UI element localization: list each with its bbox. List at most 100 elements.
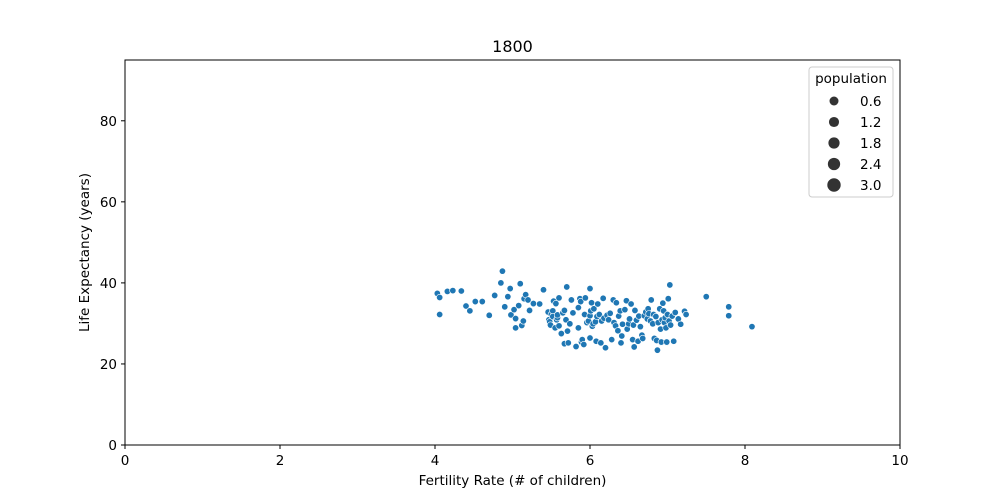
plot-frame bbox=[124, 59, 901, 446]
data-point bbox=[586, 334, 594, 342]
data-point bbox=[671, 308, 679, 316]
x-tick-label: 4 bbox=[431, 453, 440, 469]
data-point bbox=[462, 302, 470, 310]
data-point bbox=[512, 315, 520, 323]
data-point bbox=[577, 298, 585, 306]
data-point bbox=[586, 285, 594, 293]
data-point bbox=[539, 286, 547, 294]
data-point bbox=[498, 267, 506, 275]
data-point bbox=[574, 324, 582, 332]
y-axis-label: Life Expectancy (years) bbox=[77, 173, 93, 332]
legend-entry-label: 1.2 bbox=[860, 115, 881, 131]
data-point bbox=[618, 332, 626, 340]
data-points bbox=[433, 267, 756, 354]
data-point bbox=[471, 298, 479, 306]
data-point bbox=[516, 280, 524, 288]
x-tick-label: 0 bbox=[121, 453, 130, 469]
data-point bbox=[619, 320, 627, 328]
data-point bbox=[670, 337, 678, 345]
x-axis-ticks: 0 2 4 6 8 10 bbox=[121, 445, 909, 469]
data-point bbox=[594, 300, 602, 308]
data-point bbox=[702, 293, 710, 301]
data-point bbox=[567, 296, 575, 304]
data-point bbox=[631, 306, 639, 314]
data-point bbox=[597, 339, 605, 347]
data-point bbox=[564, 327, 572, 335]
data-point bbox=[569, 309, 577, 317]
data-point bbox=[478, 298, 486, 306]
data-point bbox=[552, 300, 560, 308]
data-point bbox=[621, 306, 629, 314]
data-point bbox=[536, 300, 544, 308]
data-point bbox=[629, 321, 637, 329]
data-point bbox=[627, 300, 635, 308]
data-point bbox=[436, 311, 444, 319]
data-point bbox=[601, 344, 609, 352]
data-point bbox=[555, 294, 563, 302]
data-point bbox=[510, 306, 518, 314]
data-point bbox=[590, 305, 598, 313]
data-point bbox=[667, 321, 675, 329]
data-point bbox=[666, 281, 674, 289]
data-point bbox=[663, 338, 671, 346]
data-point bbox=[506, 285, 514, 293]
legend-marker bbox=[829, 96, 839, 106]
data-point bbox=[725, 312, 733, 320]
data-point bbox=[507, 311, 515, 319]
data-point bbox=[436, 293, 444, 301]
legend-entry-label: 0.6 bbox=[860, 94, 881, 110]
legend: population 0.6 1.2 1.8 2.4 3.0 bbox=[808, 66, 894, 198]
legend-entry-label: 3.0 bbox=[860, 178, 881, 194]
data-point bbox=[748, 323, 756, 331]
data-point bbox=[595, 311, 603, 319]
data-point bbox=[504, 293, 512, 301]
x-axis-label: Fertility Rate (# of children) bbox=[419, 473, 607, 489]
data-point bbox=[515, 302, 523, 310]
data-point bbox=[636, 323, 644, 331]
data-point bbox=[588, 299, 596, 307]
data-point bbox=[512, 324, 520, 332]
data-point bbox=[555, 322, 563, 330]
data-point bbox=[626, 315, 634, 323]
data-point bbox=[605, 316, 613, 324]
legend-entry-label: 1.8 bbox=[860, 136, 881, 152]
data-point bbox=[524, 296, 532, 304]
data-point bbox=[501, 303, 509, 311]
x-tick-label: 6 bbox=[586, 453, 595, 469]
legend-title: population bbox=[815, 71, 887, 87]
x-tick-label: 2 bbox=[276, 453, 285, 469]
data-point bbox=[580, 340, 588, 348]
data-point bbox=[519, 317, 527, 325]
data-point bbox=[664, 295, 672, 303]
data-point bbox=[497, 279, 505, 287]
data-point bbox=[457, 287, 465, 295]
data-point bbox=[449, 287, 457, 295]
data-point bbox=[614, 327, 622, 335]
y-tick-label: 40 bbox=[100, 276, 117, 292]
legend-entry-label: 2.4 bbox=[860, 157, 881, 173]
data-point bbox=[491, 291, 499, 299]
data-point bbox=[682, 311, 690, 319]
y-tick-label: 20 bbox=[100, 357, 117, 373]
data-point bbox=[677, 320, 685, 328]
data-point bbox=[647, 296, 655, 304]
x-tick-label: 10 bbox=[891, 453, 908, 469]
data-point bbox=[630, 343, 638, 351]
data-point bbox=[485, 311, 493, 319]
chart-title: 1800 bbox=[492, 37, 533, 56]
data-point bbox=[659, 299, 667, 307]
y-tick-label: 60 bbox=[100, 195, 117, 211]
data-point bbox=[563, 283, 571, 291]
data-point bbox=[725, 303, 733, 311]
data-point bbox=[639, 334, 647, 342]
legend-marker bbox=[828, 116, 840, 128]
data-point bbox=[612, 299, 620, 307]
data-point bbox=[466, 307, 474, 315]
legend-marker bbox=[827, 178, 841, 192]
data-point bbox=[599, 294, 607, 302]
data-point bbox=[564, 339, 572, 347]
data-point bbox=[652, 313, 660, 321]
data-point bbox=[608, 336, 616, 344]
x-tick-label: 8 bbox=[741, 453, 750, 469]
